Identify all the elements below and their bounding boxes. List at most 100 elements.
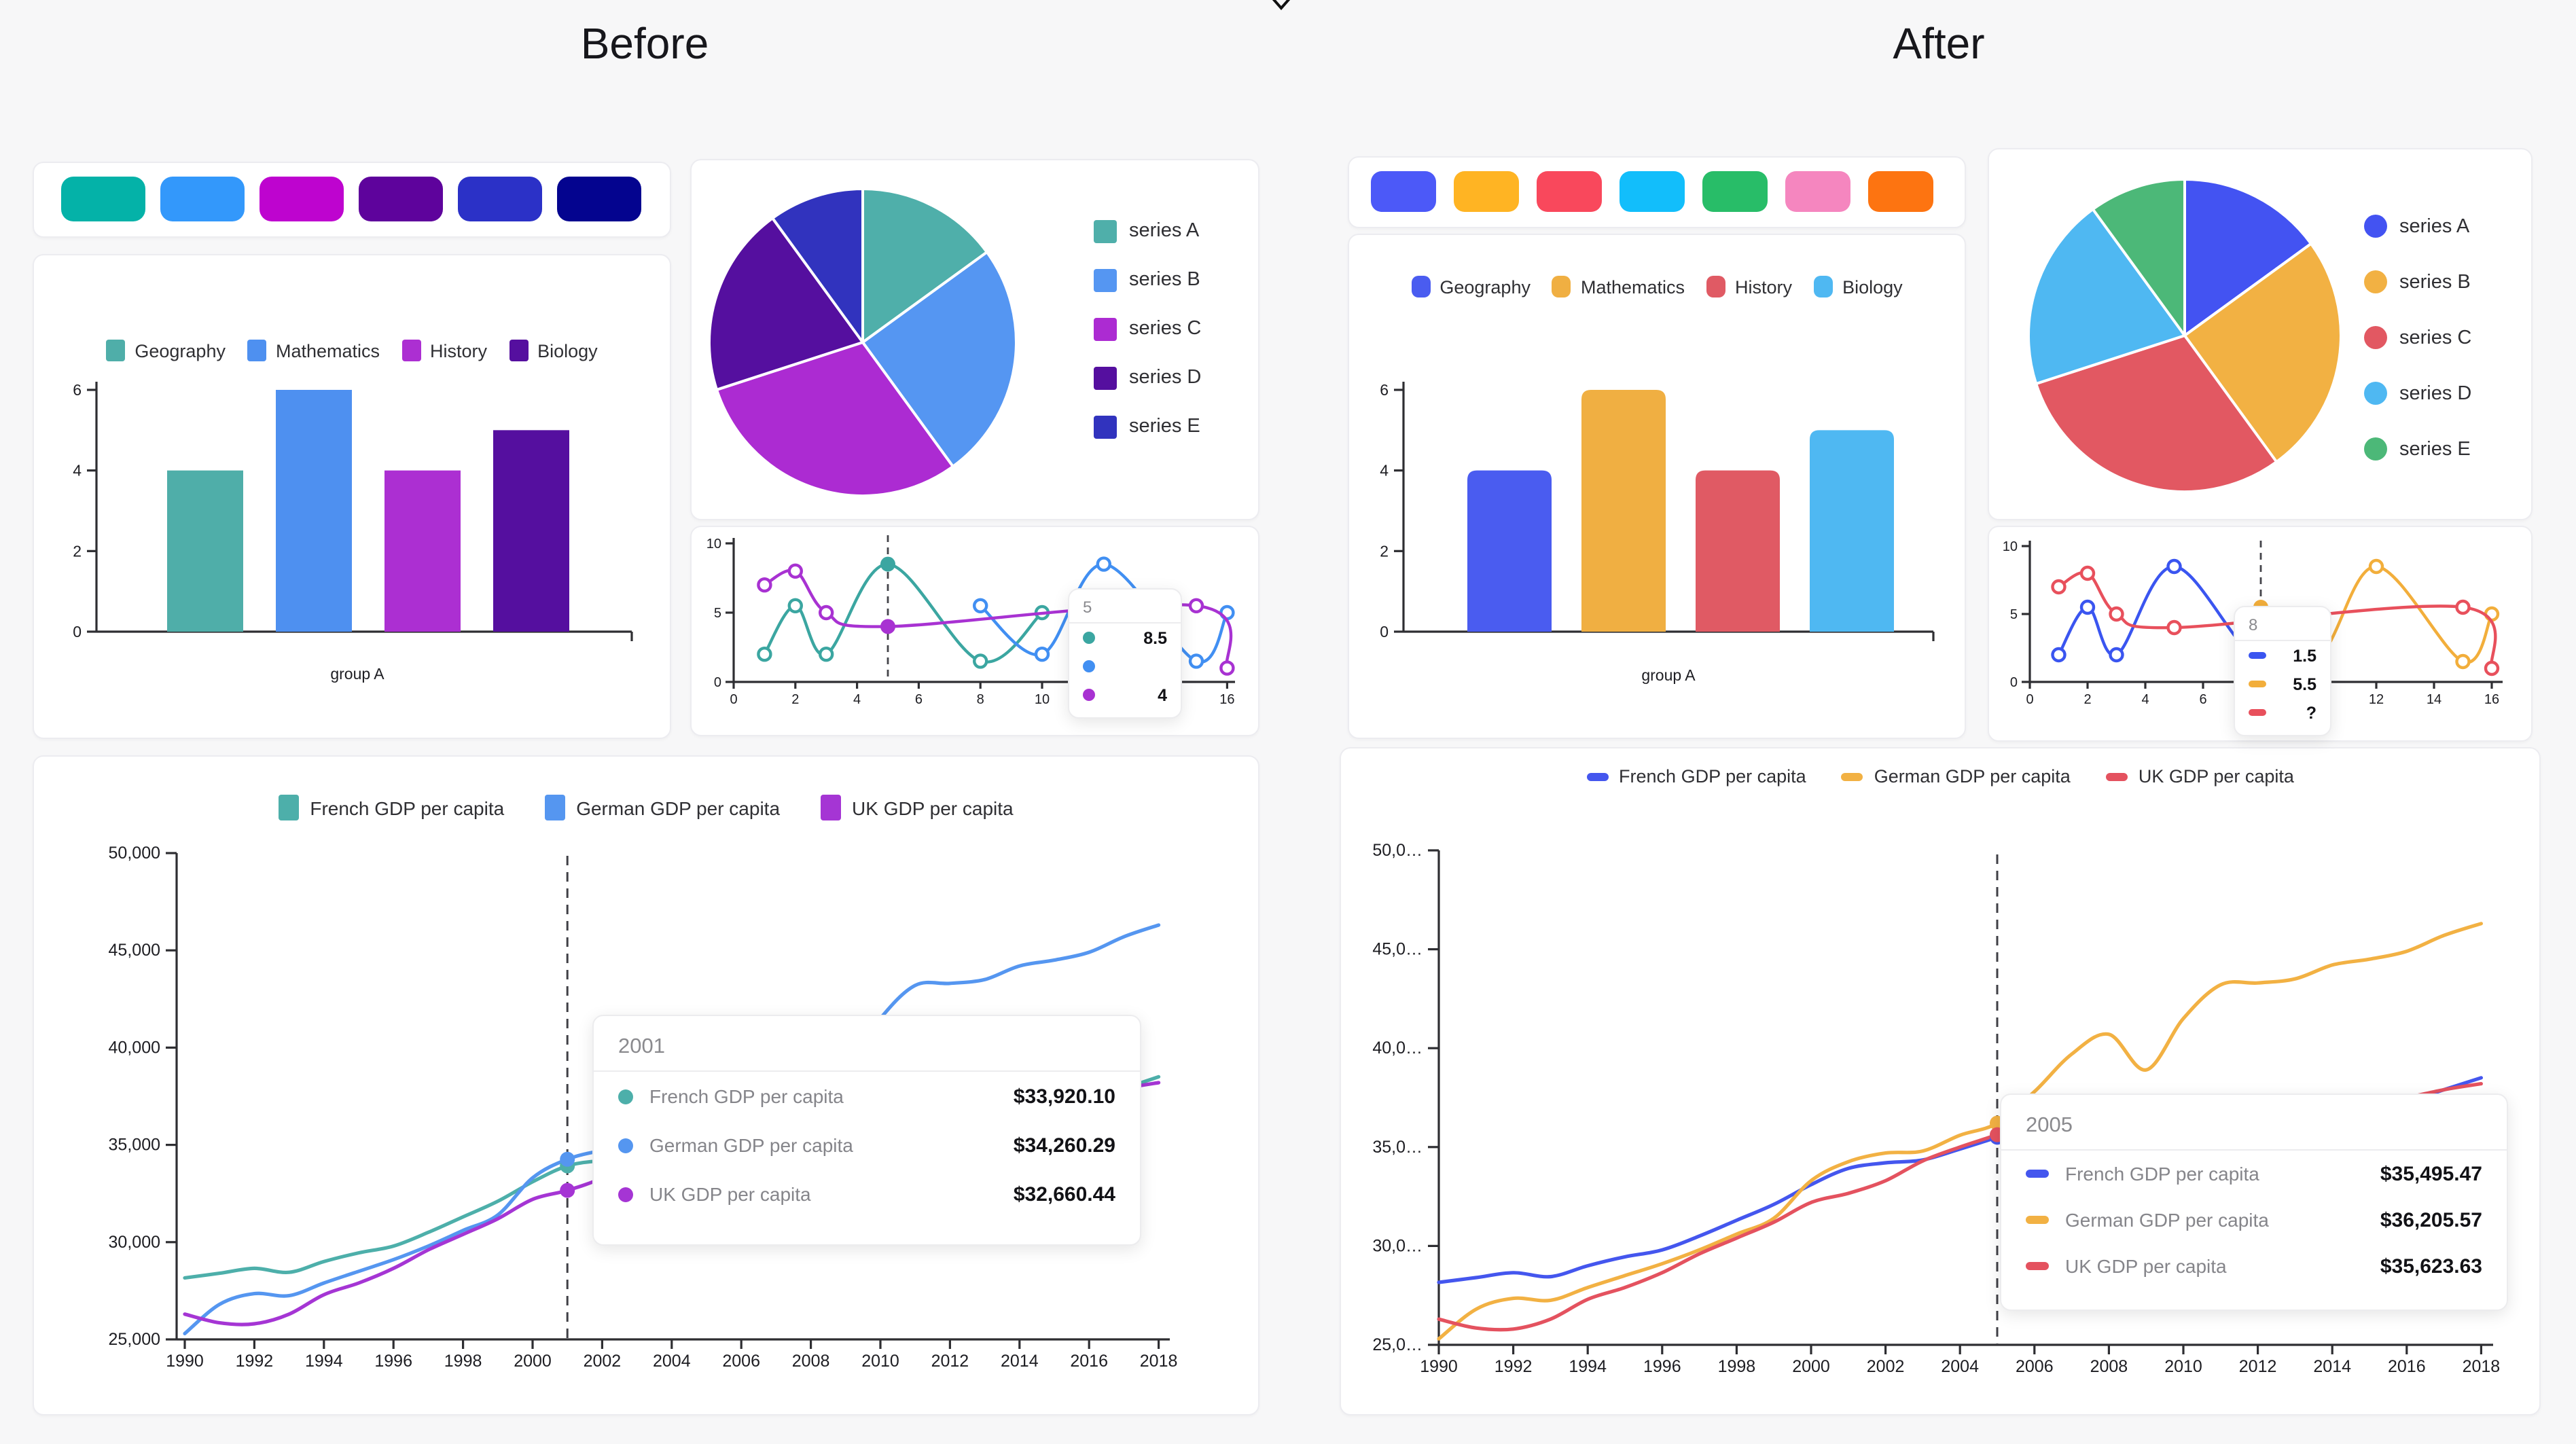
- legend-item-label: series B: [1129, 269, 1200, 291]
- after-bar-plot: 0 2 4 6 group A: [1380, 381, 1935, 684]
- data-point[interactable]: [787, 563, 804, 579]
- tooltip-header: 5: [1083, 598, 1092, 617]
- data-point[interactable]: [2166, 558, 2182, 575]
- bar-geography[interactable]: [1467, 470, 1552, 632]
- y-axis-tick-label: 5: [714, 606, 721, 621]
- legend-item-label: series C: [1129, 318, 1202, 340]
- series-1-line[interactable]: [763, 562, 1043, 664]
- tooltip-divider: [1069, 622, 1181, 624]
- data-point[interactable]: [757, 577, 772, 593]
- pie-slice-series-d[interactable]: [2027, 207, 2187, 386]
- legend-item-biology[interactable]: Biology: [1814, 276, 1903, 297]
- pie-slice-series-a[interactable]: [861, 187, 989, 345]
- legend-item-series-b[interactable]: series B: [1094, 255, 1200, 304]
- bar-history[interactable]: [384, 470, 461, 632]
- legend-item-series-d[interactable]: series D: [1094, 353, 1201, 402]
- data-point[interactable]: [1188, 653, 1204, 669]
- legend-item-series-e[interactable]: series E: [1094, 402, 1200, 451]
- legend-marker: [1083, 689, 1095, 701]
- data-point[interactable]: [2079, 599, 2096, 615]
- data-point[interactable]: [2109, 647, 2124, 663]
- legend-item-series-c[interactable]: series C: [1094, 304, 1201, 353]
- legend-item-label: series B: [2399, 271, 2471, 293]
- bar-geography[interactable]: [167, 470, 243, 632]
- data-point[interactable]: [2368, 558, 2384, 575]
- legend-item-series-b[interactable]: series B: [2364, 254, 2471, 310]
- pie-slice-series-b[interactable]: [2183, 242, 2342, 464]
- legend-item-german-gdp-per-capita[interactable]: German GDP per capita: [545, 795, 780, 820]
- data-point[interactable]: [1034, 646, 1050, 662]
- after-pie-chart-card: series A series B series C series D series E: [1988, 148, 2533, 520]
- legend-item-geography[interactable]: Geography: [1411, 276, 1531, 297]
- tooltip-row-value: $35,623.63: [2380, 1255, 2482, 1278]
- highlight-point-uk-gdp-per-capita[interactable]: [560, 1183, 575, 1198]
- data-point[interactable]: [787, 598, 804, 614]
- tooltip-divider: [2235, 640, 2330, 641]
- legend-item-german-gdp-per-capita[interactable]: German GDP per capita: [1841, 766, 2071, 787]
- bar-mathematics[interactable]: [1581, 390, 1666, 632]
- bar-biology[interactable]: [493, 430, 569, 632]
- legend-marker: [2105, 772, 2128, 780]
- cursor-caret-artifact: [1272, 0, 1291, 11]
- bar-biology[interactable]: [1810, 430, 1894, 632]
- legend-item-uk-gdp-per-capita[interactable]: UK GDP per capita: [2105, 766, 2294, 787]
- legend-item-uk-gdp-per-capita[interactable]: UK GDP per capita: [821, 795, 1014, 820]
- data-point[interactable]: [818, 646, 834, 662]
- data-point[interactable]: [880, 619, 895, 634]
- data-point[interactable]: [1188, 598, 1204, 614]
- data-point[interactable]: [2455, 653, 2471, 670]
- legend-item-history[interactable]: History: [1706, 276, 1792, 297]
- legend-item-mathematics[interactable]: Mathematics: [247, 340, 380, 361]
- data-point[interactable]: [2051, 647, 2067, 663]
- x-axis-tick-label: 2006: [722, 1352, 760, 1371]
- pie-slice-series-c[interactable]: [2034, 333, 2278, 493]
- pie-slice-series-d[interactable]: [708, 216, 865, 392]
- data-point[interactable]: [1096, 556, 1111, 572]
- legend-item-series-e[interactable]: series E: [2364, 421, 2471, 477]
- pie-slice-series-e[interactable]: [2091, 177, 2186, 340]
- palette-swatch-4: [359, 177, 443, 221]
- data-point[interactable]: [973, 598, 988, 614]
- before-pie-chart-card: series A series B series C series D series E: [690, 159, 1259, 520]
- german-gdp-per-capita-line[interactable]: [1437, 922, 2483, 1341]
- pie-slice-series-a[interactable]: [2183, 177, 2313, 338]
- legend-item-history[interactable]: History: [401, 340, 487, 361]
- x-axis-label: group A: [1641, 666, 1696, 684]
- legend-item-label: UK GDP per capita: [852, 797, 1014, 818]
- pie-slice-series-c[interactable]: [715, 340, 955, 497]
- after-palette-card: [1348, 156, 1966, 228]
- pie-slice-series-e[interactable]: [770, 187, 864, 347]
- legend-item-label: Geography: [135, 340, 226, 361]
- data-point[interactable]: [2051, 579, 2067, 595]
- data-point[interactable]: [973, 653, 988, 669]
- data-point[interactable]: [2455, 599, 2471, 615]
- data-point[interactable]: [757, 646, 772, 662]
- legend-item-series-c[interactable]: series C: [2364, 310, 2471, 365]
- data-point[interactable]: [2109, 606, 2124, 622]
- legend-item-geography[interactable]: Geography: [106, 340, 226, 361]
- bar-history[interactable]: [1696, 470, 1780, 632]
- data-point[interactable]: [2079, 565, 2096, 581]
- data-point[interactable]: [2484, 660, 2500, 676]
- legend-item-biology[interactable]: Biology: [509, 340, 598, 361]
- legend-item-label: Biology: [537, 340, 598, 361]
- data-point[interactable]: [2166, 619, 2182, 636]
- before-gdp-tooltip: 2001 French GDP per capita $33,920.10 Germa…: [592, 1015, 1141, 1246]
- highlight-point-german-gdp-per-capita[interactable]: [560, 1151, 575, 1167]
- legend-item-french-gdp-per-capita[interactable]: French GDP per capita: [279, 795, 504, 820]
- bar-mathematics[interactable]: [276, 390, 352, 632]
- legend-item-french-gdp-per-capita[interactable]: French GDP per capita: [1586, 766, 1806, 787]
- legend-item-mathematics[interactable]: Mathematics: [1552, 276, 1685, 297]
- legend-item-label: series D: [1129, 367, 1202, 389]
- pie-slice-series-b[interactable]: [861, 250, 1018, 469]
- legend-item-series-d[interactable]: series D: [2364, 365, 2471, 421]
- tooltip-row: 8.5: [1069, 624, 1181, 652]
- data-point[interactable]: [880, 556, 895, 572]
- data-point[interactable]: [818, 604, 834, 621]
- legend-item-series-a[interactable]: series A: [1094, 206, 1199, 255]
- y-axis-tick-label: 25,000: [109, 1330, 160, 1349]
- x-axis-tick-label: 2016: [1070, 1352, 1108, 1371]
- legend-item-series-a[interactable]: series A: [2364, 198, 2469, 254]
- data-point[interactable]: [1219, 660, 1235, 676]
- legend-item-label: Biology: [1842, 276, 1903, 297]
